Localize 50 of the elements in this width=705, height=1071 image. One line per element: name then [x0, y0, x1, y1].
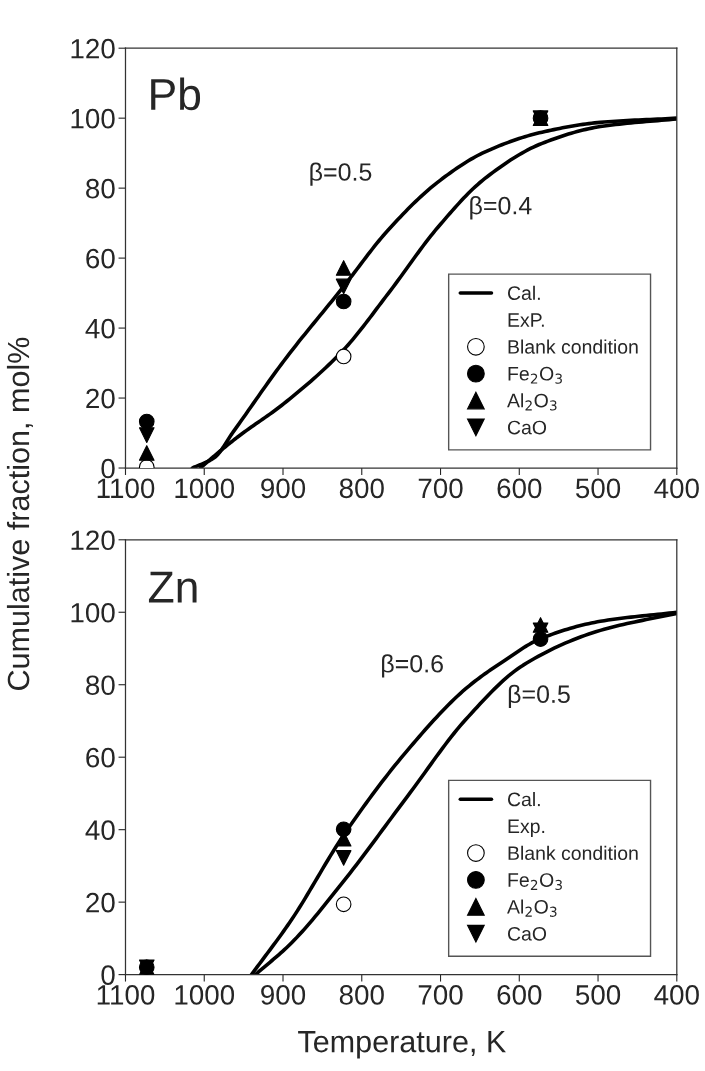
x-tick-label: 500 — [575, 478, 621, 499]
y-tick-label: 100 — [71, 108, 115, 129]
legend-label: Cal. — [507, 792, 540, 807]
legend-label: CaO — [507, 420, 547, 435]
text: Zn — [148, 571, 197, 603]
legend-title: ExP. — [508, 313, 544, 327]
legend-label: Blank condition — [508, 339, 638, 354]
legend-title: Exp. — [508, 819, 545, 838]
x-tick-label: 900 — [261, 985, 306, 1005]
y-tick-label: 40 — [85, 820, 115, 841]
x-tick-label: 1100 — [97, 478, 155, 499]
legend-label: Fe$_{2}$O$_{3}$ — [508, 873, 562, 891]
x-tick-label: 800 — [339, 985, 384, 1005]
annotation: β=0.6 — [382, 654, 443, 678]
x-axis-title: Temperature, K — [298, 1031, 506, 1059]
x-tick-label: 900 — [261, 478, 306, 499]
y-tick-label: 120 — [71, 530, 115, 551]
y-tick-label: 120 — [71, 38, 115, 59]
legend-label: Cal. — [507, 285, 540, 301]
annotation: β=0.4 — [470, 196, 532, 220]
x-tick-label: 400 — [654, 478, 699, 499]
x-tick-label: 1100 — [97, 985, 155, 1005]
legend-label: CaO — [507, 926, 547, 941]
y-tick-label: 0 — [101, 458, 115, 479]
x-tick-label: 1000 — [175, 478, 235, 499]
annotation: β=0.5 — [310, 162, 372, 186]
y-tick-label: 100 — [71, 602, 115, 623]
text: Pb — [151, 77, 201, 111]
y-tick-label: 0 — [101, 965, 115, 985]
legend-label: Al$_{2}$O$_{3}$ — [507, 393, 557, 411]
x-tick-label: 800 — [339, 478, 384, 499]
y-tick-label: 80 — [86, 675, 115, 696]
y-tick-label: 40 — [85, 318, 115, 339]
x-tick-label: 500 — [575, 985, 621, 1005]
x-tick-label: 700 — [418, 478, 463, 499]
x-tick-label: 400 — [654, 985, 699, 1005]
x-tick-label: 600 — [497, 478, 542, 499]
y-tick-label: 60 — [86, 747, 115, 768]
legend-label: Al$_{2}$O$_{3}$ — [507, 899, 557, 917]
y-tick-label: 20 — [86, 892, 115, 913]
y-axis-title: Cumulative fraction, mol% — [6, 337, 33, 690]
x-tick-label: 600 — [497, 985, 542, 1005]
y-tick-label: 80 — [86, 178, 115, 199]
y-tick-label: 20 — [86, 388, 115, 409]
annotation: β=0.5 — [508, 684, 570, 708]
legend-label: Blank condition — [508, 845, 638, 861]
legend-label: Fe$_{2}$O$_{3}$ — [508, 366, 562, 384]
y-tick-label: 60 — [86, 248, 115, 269]
x-tick-label: 700 — [418, 985, 463, 1005]
x-tick-label: 1000 — [175, 985, 235, 1005]
